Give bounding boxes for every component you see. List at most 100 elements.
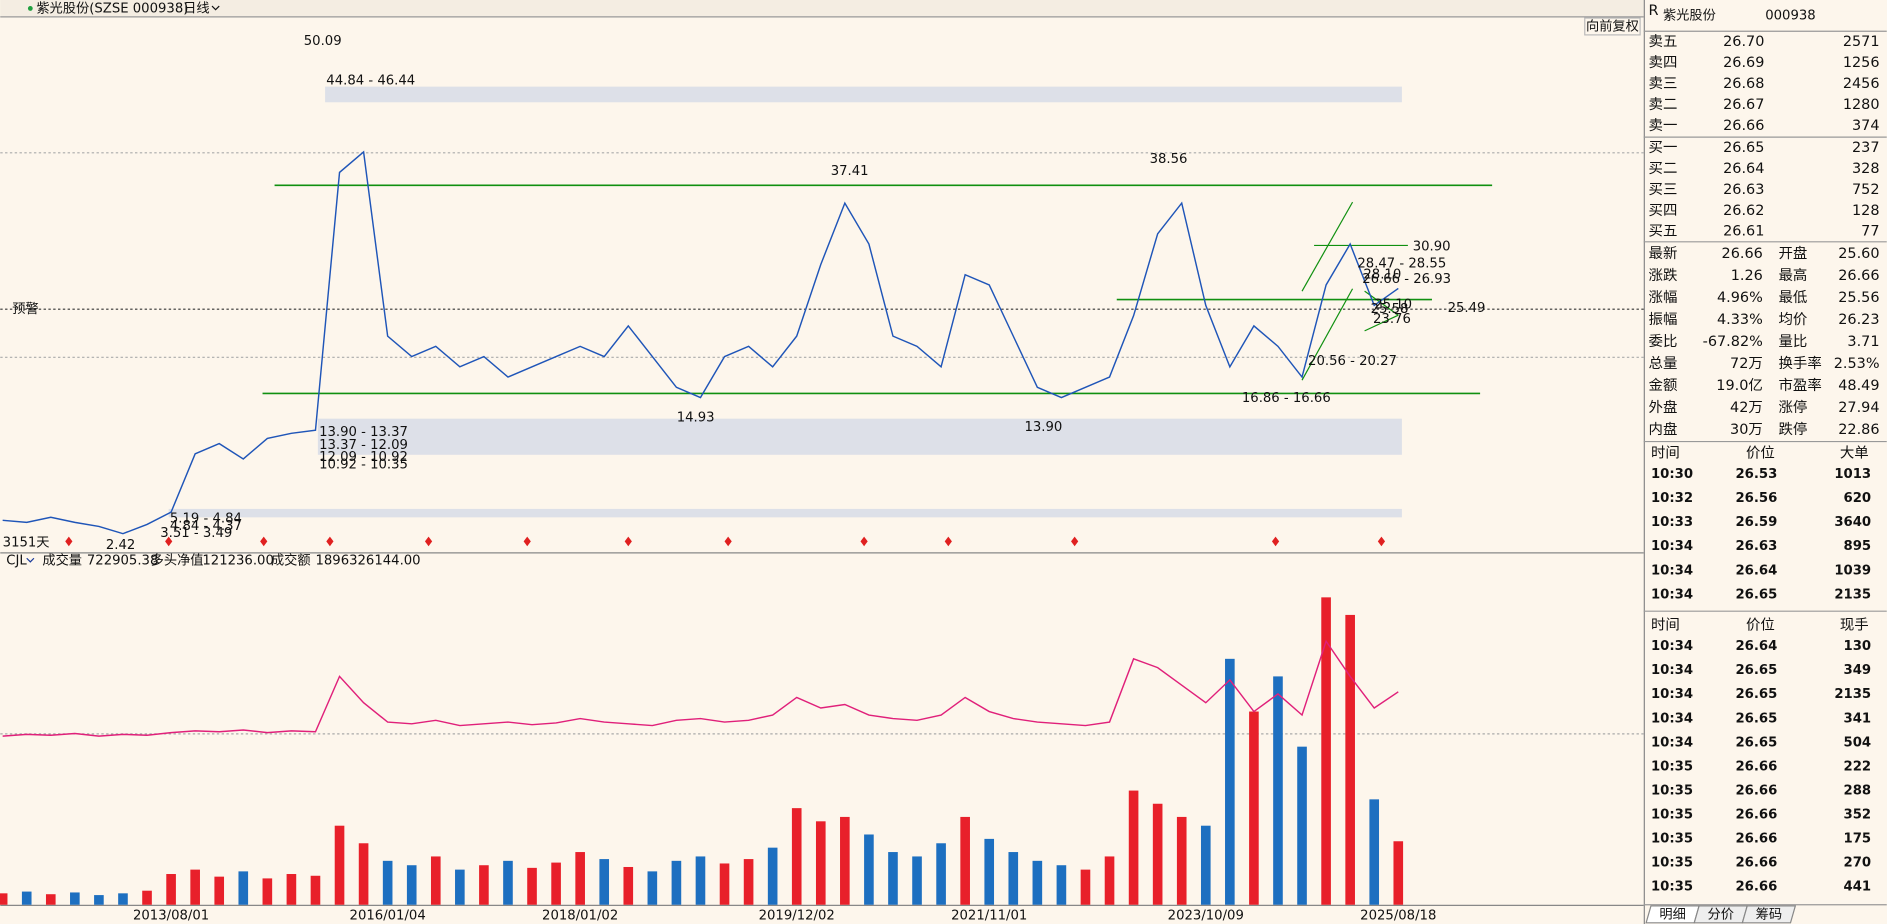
volume-bar [599, 859, 610, 905]
volume-bar [1152, 803, 1163, 905]
book-label: 买三 [1649, 181, 1678, 198]
book-price: 26.69 [1723, 55, 1764, 71]
volume-bar [647, 871, 658, 905]
book-volume: 237 [1852, 140, 1880, 156]
row-volume: 441 [1844, 880, 1872, 895]
row-volume: 895 [1844, 539, 1872, 554]
row-volume: 270 [1844, 856, 1872, 871]
volume-bar [310, 875, 321, 905]
stat-value: 26.23 [1838, 312, 1879, 328]
volume-bar [238, 871, 249, 905]
row-price: 26.66 [1735, 783, 1777, 798]
volume-bar [960, 816, 970, 905]
trend-line [1301, 201, 1354, 292]
book-label: 卖三 [1649, 75, 1678, 92]
stat-value: 19.0亿 [1716, 377, 1763, 394]
book-price: 26.63 [1723, 182, 1764, 198]
status-dot [27, 6, 33, 11]
x-tick-label: 2013/08/01 [133, 909, 209, 924]
annotation: 3.51 - 3.49 [160, 526, 232, 541]
indicator-name: CJL [6, 554, 27, 569]
row-price: 26.66 [1735, 880, 1777, 895]
x-tick-label: 2023/10/09 [1168, 909, 1244, 924]
book-label: 买一 [1649, 139, 1678, 156]
book-volume: 77 [1861, 224, 1879, 240]
row-time: 10:34 [1651, 539, 1693, 554]
volume-bar [118, 893, 128, 905]
row-volume: 2135 [1834, 687, 1871, 702]
stat-label: 开盘 [1778, 244, 1807, 262]
row-volume: 349 [1844, 663, 1872, 678]
legend-value: 121236.00 [202, 554, 273, 569]
volume-bar [1345, 614, 1355, 905]
stat-value: 2.53% [1834, 356, 1880, 372]
alert-label: 预警 [12, 301, 38, 317]
row-volume: 288 [1844, 783, 1872, 798]
book-label: 买五 [1649, 223, 1678, 240]
annotation: 30.90 [1413, 240, 1451, 255]
row-volume: 1039 [1834, 563, 1871, 578]
net-line [2, 639, 1399, 737]
stat-value: 30万 [1730, 422, 1763, 438]
stat-label: 涨幅 [1649, 289, 1678, 306]
signal-marker [944, 536, 952, 547]
row-volume: 2135 [1834, 587, 1871, 602]
volume-bar [1225, 658, 1235, 905]
book-volume: 374 [1852, 118, 1880, 134]
top-bar [0, 0, 1644, 17]
annotation: 28.10 [1363, 267, 1401, 282]
indicator-caret [26, 557, 35, 563]
period: 日线 [183, 0, 209, 16]
table-header: 时间 [1651, 445, 1680, 462]
adjust-button[interactable] [1584, 17, 1641, 36]
book-price: 26.62 [1723, 203, 1764, 219]
volume-bar [1176, 816, 1187, 905]
volume-bar [382, 860, 393, 905]
stat-value: 42万 [1730, 400, 1763, 416]
symbol: 紫光股份(SZSE 000938) [36, 0, 188, 16]
row-time: 10:34 [1651, 687, 1693, 702]
stat-value: 72万 [1730, 356, 1763, 372]
book-label: 卖一 [1649, 117, 1678, 134]
row-time: 10:33 [1651, 515, 1693, 530]
price-line [2, 150, 1399, 535]
book-label: 卖二 [1649, 96, 1678, 113]
signal-marker [1377, 536, 1386, 547]
row-time: 10:34 [1651, 711, 1693, 726]
row-time: 10:34 [1651, 639, 1693, 654]
tab[interactable] [1741, 905, 1797, 924]
row-price: 26.65 [1735, 587, 1777, 602]
volume-bar [1080, 869, 1091, 905]
period-caret [211, 5, 220, 11]
row-volume: 222 [1844, 759, 1872, 774]
signal-marker [165, 536, 173, 547]
row-volume: 504 [1844, 735, 1872, 750]
row-price: 26.53 [1735, 467, 1777, 482]
volume-bar [94, 895, 104, 905]
row-price: 26.63 [1735, 539, 1777, 554]
volume-bar [791, 808, 802, 905]
volume-bar [815, 821, 826, 905]
signal-marker [523, 536, 531, 547]
stat-value: 25.56 [1838, 290, 1879, 306]
row-volume: 3640 [1834, 515, 1871, 530]
volume-bar [623, 866, 634, 905]
volume-bar [1128, 790, 1139, 905]
volume-bar [190, 869, 200, 905]
book-label: 买二 [1649, 160, 1678, 177]
volume-bar [0, 893, 8, 905]
volume-bar [479, 865, 489, 905]
book-price: 26.64 [1723, 161, 1764, 177]
days-label: 3151天 [3, 536, 50, 551]
row-price: 26.66 [1735, 832, 1777, 847]
stat-value: 25.60 [1838, 246, 1879, 262]
legend-name: 成交量 [42, 552, 82, 569]
stat-value: 4.96% [1717, 290, 1763, 306]
volume-bar [527, 867, 537, 905]
annotation: 23.76 [1373, 312, 1411, 327]
annotation: 13.90 [1024, 420, 1062, 435]
row-price: 26.65 [1735, 663, 1777, 678]
